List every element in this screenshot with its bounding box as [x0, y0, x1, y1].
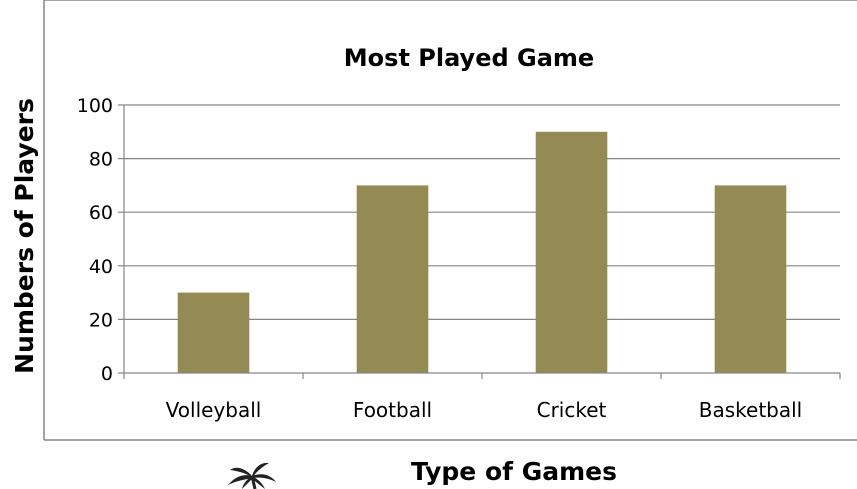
y-axis-ticks: 0 20 40 60 80 100 [77, 95, 124, 385]
x-axis-ticks [123, 373, 841, 379]
x-category-label: Football [353, 398, 432, 422]
x-category-label: Basketball [699, 398, 802, 422]
palm-tree-icon [228, 462, 276, 489]
bar-cricket [535, 131, 608, 373]
x-category-label: Volleyball [166, 398, 262, 422]
x-axis-category-labels: Volleyball Football Cricket Basketball [166, 398, 803, 422]
chart-title: Most Played Game [344, 44, 594, 72]
bar-volleyball [177, 292, 250, 373]
chart-frame [43, 0, 857, 440]
bar-football [356, 185, 429, 373]
x-category-label: Cricket [537, 398, 607, 422]
y-tick-label: 80 [89, 149, 113, 171]
bars [177, 131, 787, 373]
y-tick-label: 20 [89, 309, 113, 331]
bar-basketball [714, 185, 787, 373]
y-tick-label: 0 [101, 363, 113, 385]
y-tick-label: 100 [77, 95, 113, 117]
y-tick-label: 60 [89, 202, 113, 224]
x-axis-title: Type of Games [411, 457, 617, 486]
y-tick-label: 40 [89, 256, 113, 278]
y-axis-title: Numbers of Players [10, 98, 39, 374]
